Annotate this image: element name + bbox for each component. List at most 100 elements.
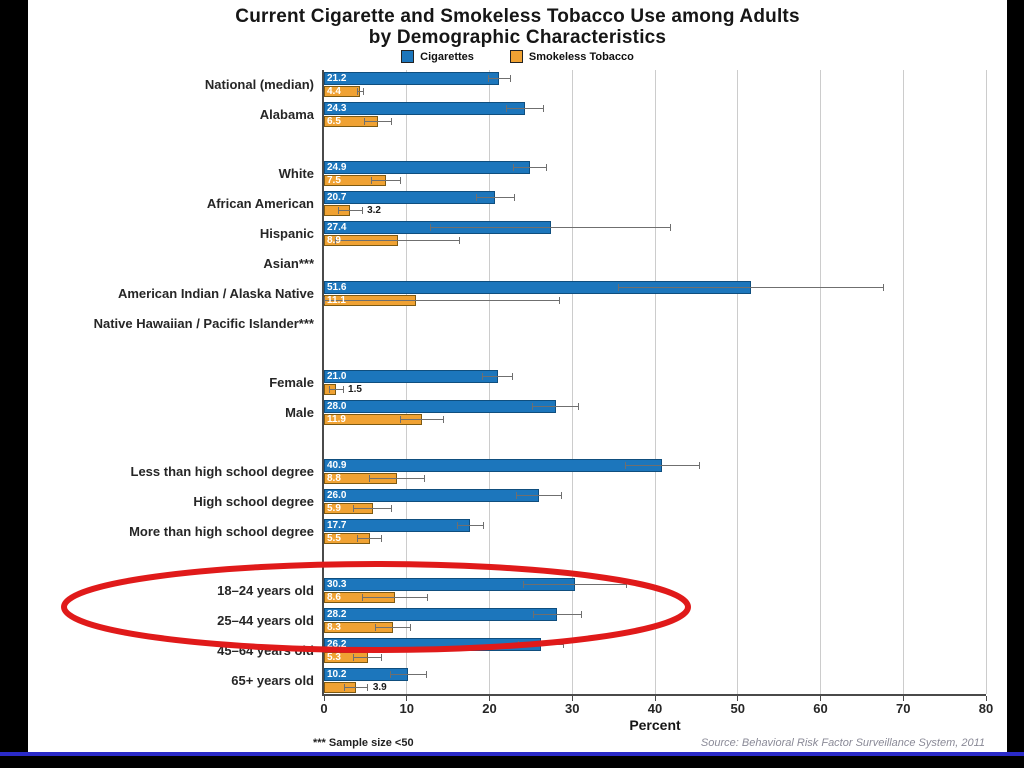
bars-area: 21.0 1.5 [324, 368, 986, 398]
error-bar [335, 240, 460, 241]
smokeless-value-label: 8.3 [327, 622, 341, 633]
bars-area: 30.3 8.6 [324, 576, 986, 606]
x-axis-tickmark [654, 696, 656, 701]
category-label: 25–44 years old [217, 613, 314, 628]
smokeless-value-label: 8.9 [327, 235, 341, 246]
error-bar-cap [580, 611, 582, 618]
chart-row: High school degree 26.0 5.9 [28, 487, 1007, 517]
x-axis-tick-label: 70 [896, 701, 911, 716]
error-bar-cap [532, 611, 534, 618]
error-bar [482, 376, 513, 377]
error-bar-cap [323, 297, 325, 304]
cigarettes-legend-label: Cigarettes [420, 50, 474, 63]
error-bar-cap [391, 505, 393, 512]
cigarettes-value-label: 17.7 [327, 520, 347, 531]
cigarettes-value-label: 20.7 [327, 192, 347, 203]
category-label: 18–24 years old [217, 583, 314, 598]
error-bar [357, 91, 364, 92]
chart-row: Male 28.0 11.9 [28, 398, 1007, 428]
smokeless-value-label: 1.5 [348, 384, 362, 395]
error-bar-cap [369, 475, 370, 482]
error-bar-cap [400, 416, 402, 423]
bars-area: 10.2 3.9 [324, 666, 986, 696]
x-axis-tick-label: 60 [813, 701, 828, 716]
error-bar-cap [578, 403, 580, 410]
x-axis-tick-label: 40 [647, 701, 663, 716]
error-bar-cap [426, 671, 428, 678]
error-bar-cap [370, 177, 372, 184]
category-label: African American [206, 196, 314, 211]
category-label: 65+ years old [231, 673, 314, 688]
error-bar [476, 197, 515, 198]
gridline [902, 70, 904, 694]
error-bar [533, 614, 582, 615]
error-bar-cap [364, 118, 366, 125]
chart-row: Asian*** [28, 249, 1007, 279]
chart-row: 65+ years old 10.2 3.9 [28, 666, 1007, 696]
category-label: More than high school degree [129, 524, 314, 539]
x-axis-tick-label: 30 [565, 701, 580, 716]
error-bar [625, 465, 700, 466]
error-bar [338, 210, 363, 211]
error-bar-cap [488, 75, 490, 82]
smokeless-value-label: 3.9 [372, 682, 387, 693]
chart-row: 45–64 years old 26.2 5.3 [28, 636, 1007, 666]
error-bar-cap [513, 194, 515, 201]
error-bar-cap [356, 88, 358, 95]
category-label: Asian*** [263, 256, 314, 271]
error-bar-cap [625, 581, 627, 588]
error-bar-cap [353, 505, 355, 512]
legend: Cigarettes Smokeless Tobacco [28, 50, 1007, 63]
error-bar [329, 389, 344, 390]
smokeless-value-label: 4.4 [327, 86, 341, 97]
x-axis-title: Percent [629, 717, 681, 733]
gridline [571, 70, 573, 694]
bars-area: 28.0 11.9 [324, 398, 986, 428]
cigarettes-bar [324, 72, 500, 85]
error-bar-cap [699, 462, 701, 469]
error-bar-cap [426, 594, 428, 601]
error-bar-cap [381, 654, 383, 661]
error-bar-cap [329, 386, 331, 393]
cigarettes-value-label: 28.2 [327, 609, 347, 620]
error-bar-cap [363, 88, 365, 95]
error-bar-cap [624, 462, 626, 469]
cigarettes-value-label: 21.2 [327, 73, 347, 84]
chart-title: Current Cigarette and Smokeless Tobacco … [28, 6, 1007, 48]
smokeless-value-label: 11.9 [327, 414, 346, 425]
smokeless-value-label: 7.5 [327, 175, 341, 186]
cigarettes-bar [324, 161, 531, 174]
error-bar [430, 227, 671, 228]
bars-area [324, 249, 986, 279]
error-bar-cap [559, 297, 561, 304]
x-axis-tickmark [489, 696, 490, 701]
error-bar [506, 108, 544, 109]
error-bar-cap [335, 237, 337, 244]
error-bar-cap [409, 624, 411, 631]
x-axis-tickmark [571, 696, 573, 701]
cigarettes-bar [324, 400, 556, 413]
x-axis-tick-label: 0 [320, 701, 328, 716]
cigarettes-bar [324, 102, 526, 115]
error-bar-cap [670, 224, 672, 231]
chart-title-line2: by Demographic Characteristics [368, 27, 667, 48]
x-axis-tick-label: 10 [399, 701, 414, 716]
cigarettes-value-label: 28.0 [327, 401, 347, 412]
error-bar-cap [423, 475, 425, 482]
error-bar-cap [459, 237, 461, 244]
bars-area: 28.2 8.3 [324, 606, 986, 636]
bars-area: 24.3 6.5 [324, 100, 986, 130]
error-bar [457, 525, 484, 526]
error-bar-cap [482, 373, 484, 380]
chart-row: American Indian / Alaska Native 51.6 11.1 [28, 279, 1007, 309]
error-bar-cap [430, 224, 432, 231]
bars-area: 26.0 5.9 [324, 487, 986, 517]
cigarettes-value-label: 40.9 [327, 460, 347, 471]
category-label: American Indian / Alaska Native [117, 286, 314, 301]
bars-area: 21.2 4.4 [324, 70, 986, 100]
smokeless-value-label: 3.2 [367, 205, 381, 216]
x-axis-tick-label: 50 [730, 701, 745, 716]
error-bar-cap [882, 284, 884, 291]
cigarettes-value-label: 26.2 [327, 639, 347, 650]
bars-area: 40.9 8.8 [324, 457, 986, 487]
